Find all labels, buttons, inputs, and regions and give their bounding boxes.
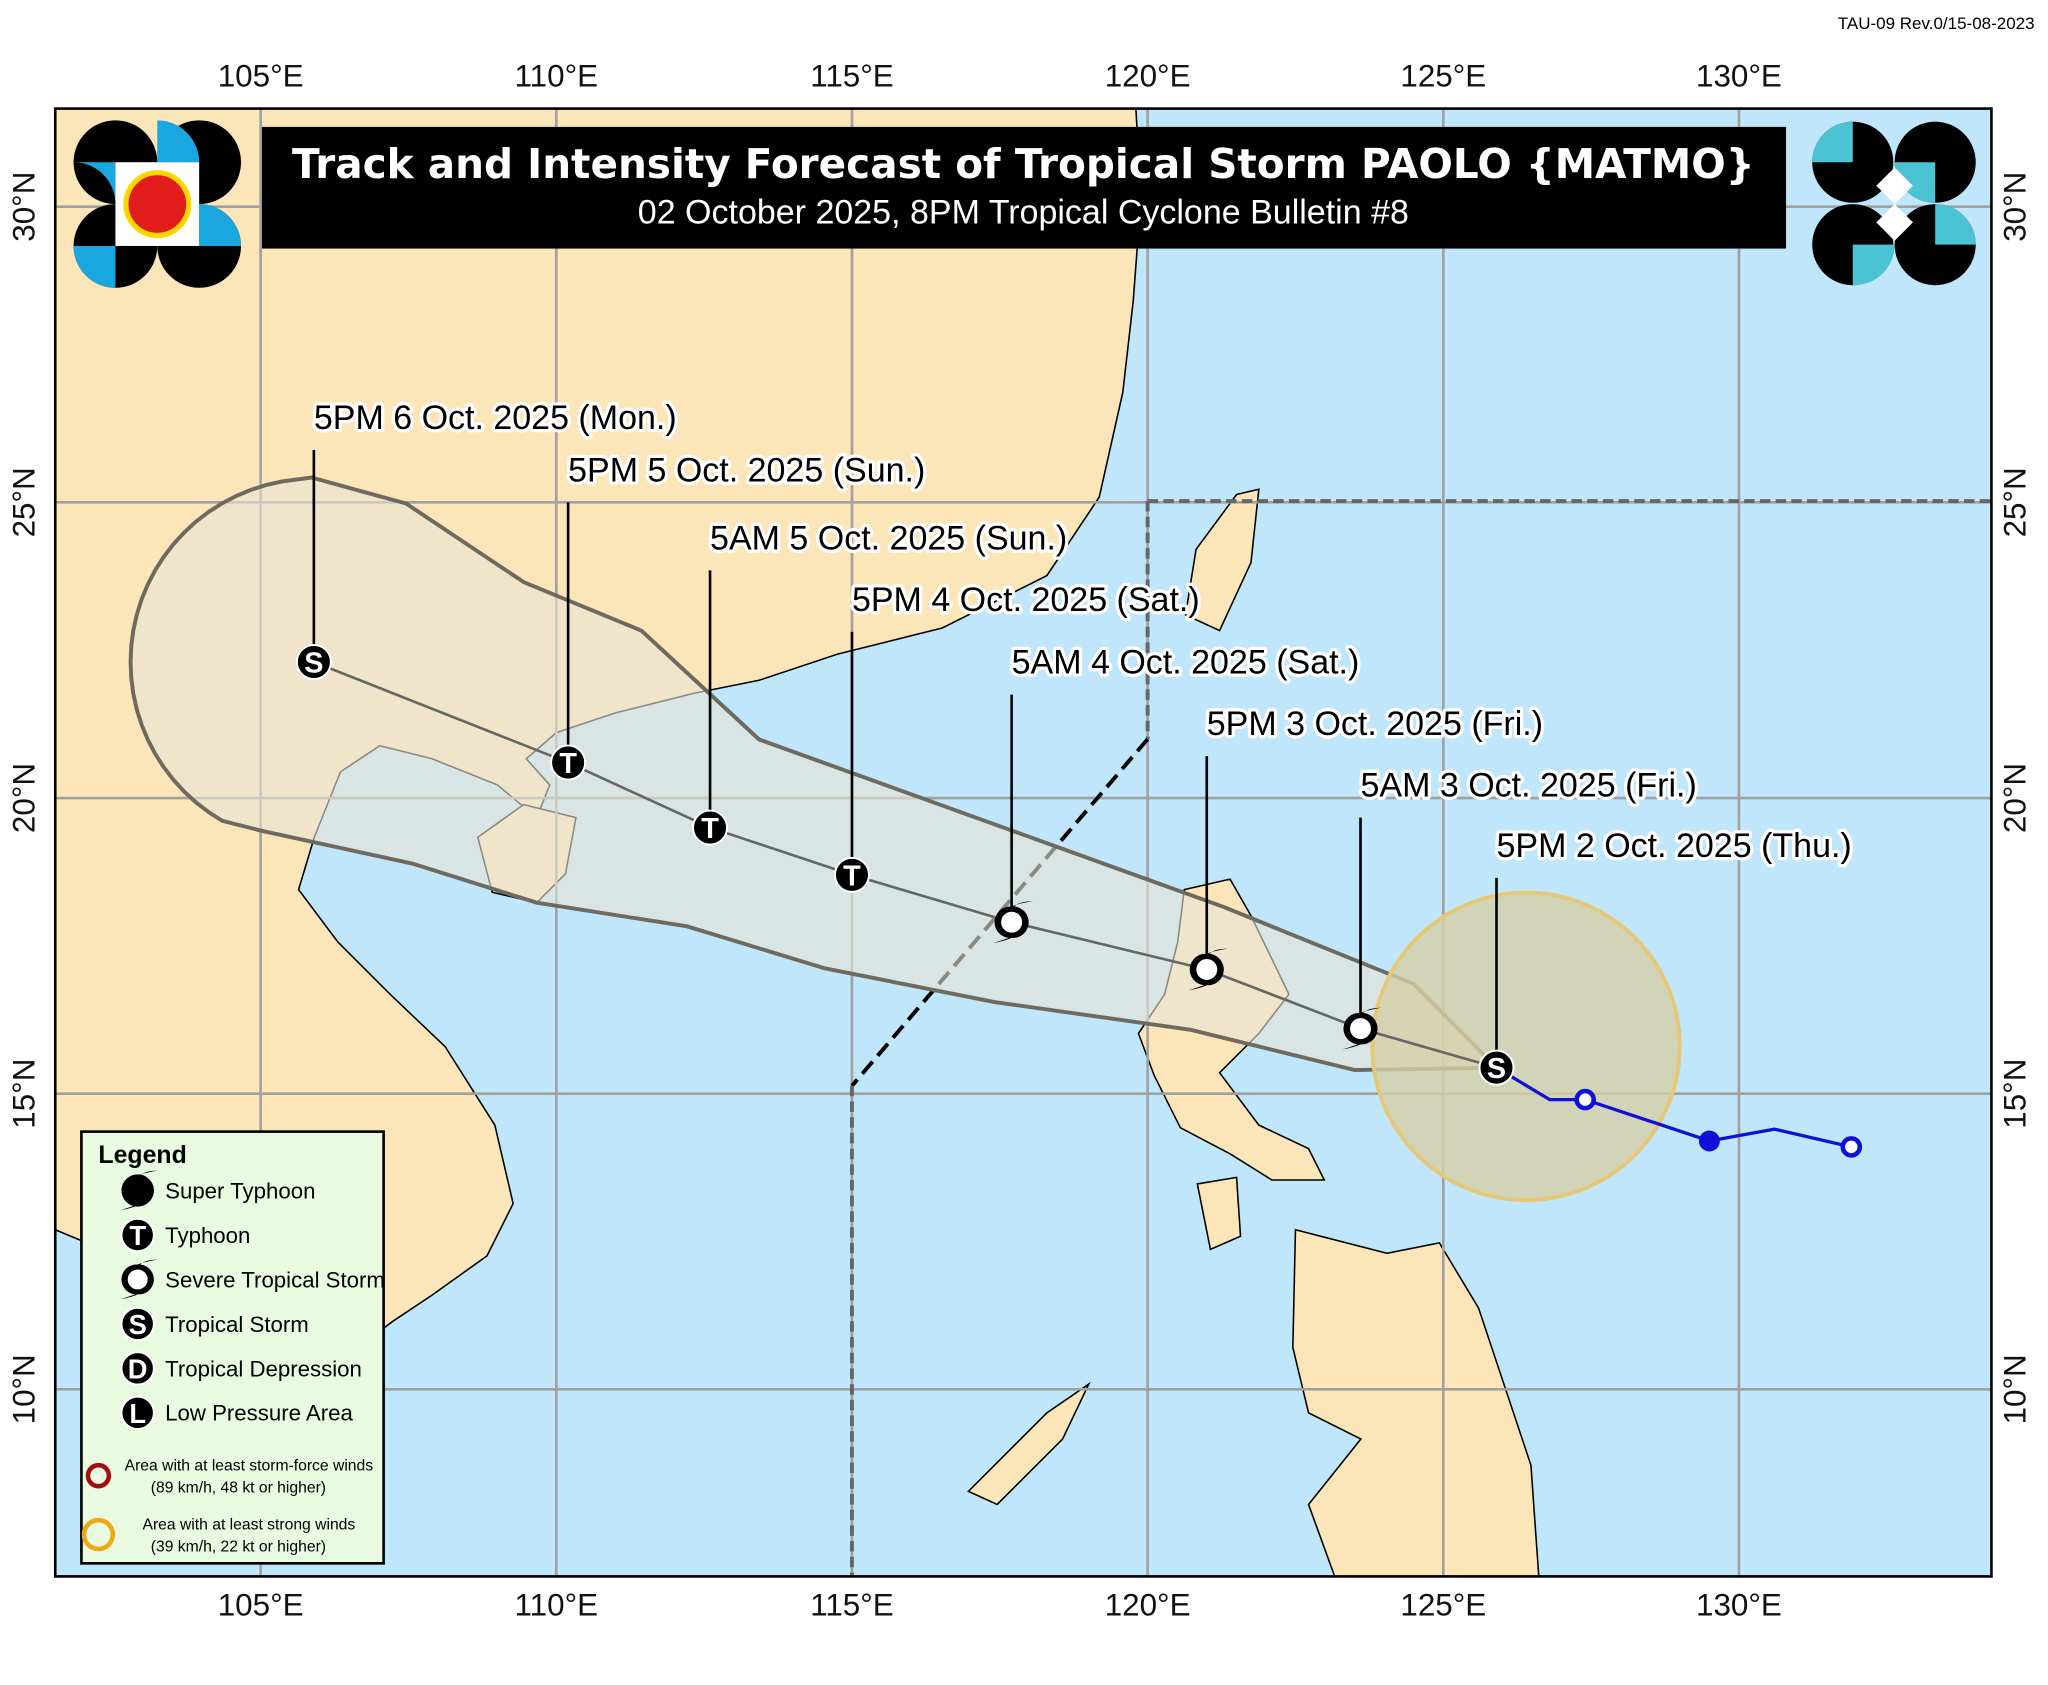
lat-tick-right: 10°N [1997,1354,2032,1424]
legend-title: Legend [98,1142,186,1169]
tropical-storm-icon: S [120,1306,155,1342]
mindoro [1196,1176,1242,1251]
forecast-time-label: 5PM 3 Oct. 2025 (Fri.) [1207,705,1543,743]
tropical-storm-icon: S [1478,1049,1515,1086]
title-box [261,126,1787,249]
lat-tick-left: 10°N [6,1354,41,1424]
forecast-time-label: 5AM 5 Oct. 2025 (Sun.) [710,519,1067,557]
lon-tick-top: 120°E [1105,58,1191,93]
lon-tick-top: 105°E [218,58,304,93]
legend-area-label: Area with at least storm-force winds [125,1457,374,1474]
forecast-time-label: 5PM 4 Oct. 2025 (Sat.) [852,581,1200,619]
forecast-time-label: 5PM 6 Oct. 2025 (Mon.) [314,399,677,437]
lat-tick-right: 25°N [1997,467,2032,537]
visayas-mindanao [1292,1228,1540,1577]
forecast-time-label: 5PM 2 Oct. 2025 (Thu.) [1497,827,1852,865]
legend-label: Tropical Storm [165,1312,309,1337]
svg-text:T: T [843,860,861,892]
wind-area-legend-icon [85,1462,112,1489]
lat-tick-left: 20°N [6,763,41,833]
svg-text:L: L [129,1398,146,1429]
svg-text:S: S [1487,1053,1506,1085]
past-position-marker [1698,1130,1720,1152]
map-title: Track and Intensity Forecast of Tropical… [292,140,1755,188]
forecast-track-line [313,660,1497,1069]
legend-area-sublabel: (89 km/h, 48 kt or higher) [151,1480,326,1497]
severe-tropical-storm-icon [1342,1007,1382,1050]
past-track-line [1495,1066,1852,1149]
lon-tick-bottom: 125°E [1400,1588,1486,1623]
legend-label: Typhoon [165,1223,250,1248]
pagasa-logo [73,120,242,288]
legend-label: Low Pressure Area [165,1401,353,1426]
typhoon-icon: T [833,856,870,893]
tropical-depression-icon: D [120,1351,155,1386]
lon-tick-bottom: 130°E [1696,1588,1782,1623]
taiwan [1184,488,1260,632]
legend-area-label: Area with at least strong winds [142,1516,355,1533]
lon-tick-top: 125°E [1400,58,1486,93]
svg-text:T: T [701,813,719,845]
legend-area-sublabel: (39 km/h, 22 kt or higher) [151,1539,326,1556]
map-frame [53,107,1993,1578]
lat-tick-right: 20°N [1997,763,2032,833]
lon-tick-top: 130°E [1696,58,1782,93]
lat-tick-right: 30°N [1997,172,2032,242]
legend-label: Tropical Depression [165,1356,362,1381]
forecast-time-label: 5AM 3 Oct. 2025 (Fri.) [1361,767,1697,805]
wind-area-legend-icon [81,1517,116,1552]
lon-tick-bottom: 120°E [1105,1588,1191,1623]
legend-label: Severe Tropical Storm [165,1267,385,1292]
lon-tick-top: 110°E [515,58,599,93]
palawan [967,1381,1091,1506]
lon-tick-bottom: 115°E [810,1588,894,1623]
legend: Legend Super Typhoon T Typhoon Severe Tropi… [80,1130,385,1565]
typhoon-icon: T [120,1217,155,1253]
lon-tick-bottom: 105°E [218,1588,304,1623]
par-boundary [850,499,1992,1577]
tropical-storm-icon: S [295,644,332,681]
strong-wind-area [1370,890,1682,1203]
super-typhoon-icon [120,1170,158,1211]
forecast-time-label: 5PM 5 Oct. 2025 (Sun.) [568,451,925,489]
legend-label: Super Typhoon [165,1178,315,1203]
severe-tropical-storm-icon [993,901,1033,944]
map-subtitle: 02 October 2025, 8PM Tropical Cyclone Bu… [638,194,1409,232]
lat-tick-right: 15°N [1997,1059,2032,1129]
svg-text:T: T [559,748,577,780]
severe-tropical-storm-icon [120,1259,158,1300]
svg-text:T: T [129,1220,146,1251]
lat-tick-left: 15°N [6,1059,41,1129]
past-position-marker [1840,1136,1863,1158]
severe-tropical-storm-icon [1188,948,1228,991]
lat-tick-left: 30°N [6,172,41,242]
svg-text:D: D [128,1353,148,1384]
low-pressure-area-icon: L [120,1395,155,1430]
dost-logo [1812,121,1976,286]
past-position-marker [1574,1088,1596,1111]
svg-text:S: S [129,1309,147,1340]
typhoon-icon: T [692,809,729,846]
revision-stamp: TAU-09 Rev.0/15-08-2023 [1838,14,2035,33]
typhoon-icon: T [550,744,587,781]
forecast-cone [128,475,1502,1072]
lon-tick-bottom: 110°E [515,1588,599,1623]
lat-tick-left: 25°N [6,467,41,537]
lon-tick-top: 115°E [810,58,894,93]
forecast-time-label: 5AM 4 Oct. 2025 (Sat.) [1012,644,1360,682]
svg-text:S: S [304,647,323,679]
